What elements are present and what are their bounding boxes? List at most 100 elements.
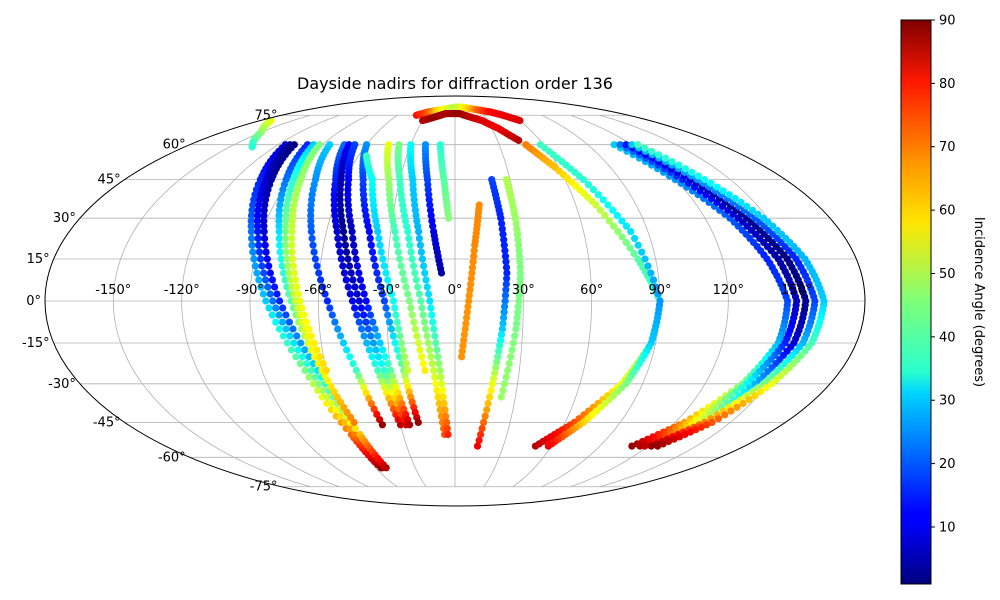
data-point (384, 311, 392, 319)
data-point (427, 304, 435, 312)
data-point (502, 263, 511, 271)
data-point (336, 201, 344, 209)
data-point (604, 201, 612, 209)
data-point (272, 318, 280, 326)
data-point (483, 406, 491, 414)
data-point (504, 366, 512, 374)
data-point (330, 191, 338, 199)
data-point (265, 304, 273, 312)
data-point (331, 318, 339, 326)
data-point (290, 201, 298, 209)
data-point (346, 353, 354, 361)
data-point (433, 386, 441, 394)
data-point (331, 217, 340, 225)
data-point (719, 187, 727, 195)
data-point (283, 255, 291, 263)
data-point (254, 211, 262, 220)
data-point (439, 393, 447, 401)
data-point (467, 274, 475, 283)
data-point (275, 217, 283, 225)
colorbar-tick-label: 90 (939, 14, 956, 29)
data-point (258, 262, 266, 270)
data-point (336, 248, 344, 256)
data-point (756, 388, 765, 396)
data-point (286, 276, 294, 284)
data-point (310, 248, 318, 256)
data-point (463, 314, 471, 322)
longitude-tick-label: 150° (781, 283, 812, 298)
data-point (387, 290, 396, 298)
data-point (515, 241, 523, 249)
data-point (431, 373, 439, 381)
data-point (317, 276, 325, 284)
data-point (343, 346, 351, 354)
data-point (288, 217, 296, 225)
data-point (330, 186, 339, 194)
data-point (494, 353, 502, 361)
data-point (337, 255, 345, 263)
data-point (307, 228, 315, 236)
data-point (276, 241, 284, 249)
data-point (275, 234, 283, 242)
data-point (282, 248, 290, 256)
data-point (290, 269, 298, 277)
latitude-tick-label: -15° (22, 336, 50, 351)
data-point (358, 283, 366, 291)
data-point (470, 252, 478, 260)
colorbar-tick-label: 50 (939, 267, 956, 282)
data-point (311, 373, 319, 381)
data-point (344, 186, 352, 194)
data-point (514, 308, 522, 316)
data-point (759, 214, 768, 222)
longitude-tick-label: -30° (373, 283, 401, 298)
data-point (333, 228, 341, 236)
data-point (364, 325, 372, 333)
data-point (461, 325, 469, 333)
data-point (493, 358, 501, 366)
data-point (484, 399, 492, 408)
data-point (708, 418, 716, 426)
data-point (355, 269, 363, 277)
data-point (497, 336, 505, 344)
data-point (268, 311, 276, 319)
colorbar (900, 19, 932, 585)
data-point (247, 217, 255, 225)
data-point (616, 141, 624, 149)
data-point (365, 346, 373, 354)
data-point (360, 332, 368, 340)
data-point (411, 325, 419, 333)
data-point (502, 373, 510, 381)
longitude-tick-label: -60° (304, 283, 332, 298)
data-point (412, 211, 420, 220)
data-point (429, 318, 437, 326)
data-point (481, 412, 489, 420)
latitude-tick-label: -75° (250, 480, 278, 495)
data-point (731, 194, 739, 203)
data-point (293, 332, 301, 340)
data-point (351, 283, 359, 291)
latitude-tick-label: 60° (163, 138, 186, 153)
data-point (265, 262, 273, 270)
data-point (492, 364, 500, 372)
data-point (324, 377, 332, 385)
data-point (396, 255, 404, 263)
data-point (264, 283, 272, 291)
data-point (346, 217, 354, 225)
data-point (661, 154, 670, 162)
data-point (279, 269, 288, 277)
data-point (327, 382, 335, 391)
data-point (654, 442, 662, 450)
data-point (283, 283, 291, 291)
data-point (365, 228, 373, 236)
data-point (342, 276, 350, 284)
data-point (336, 191, 344, 199)
data-point (283, 339, 291, 347)
data-point (515, 291, 523, 299)
data-point (257, 255, 265, 263)
data-point (428, 311, 436, 319)
data-point (275, 311, 283, 319)
data-point (515, 297, 523, 305)
data-point (336, 186, 344, 194)
data-point (438, 386, 447, 394)
data-point (359, 181, 367, 189)
